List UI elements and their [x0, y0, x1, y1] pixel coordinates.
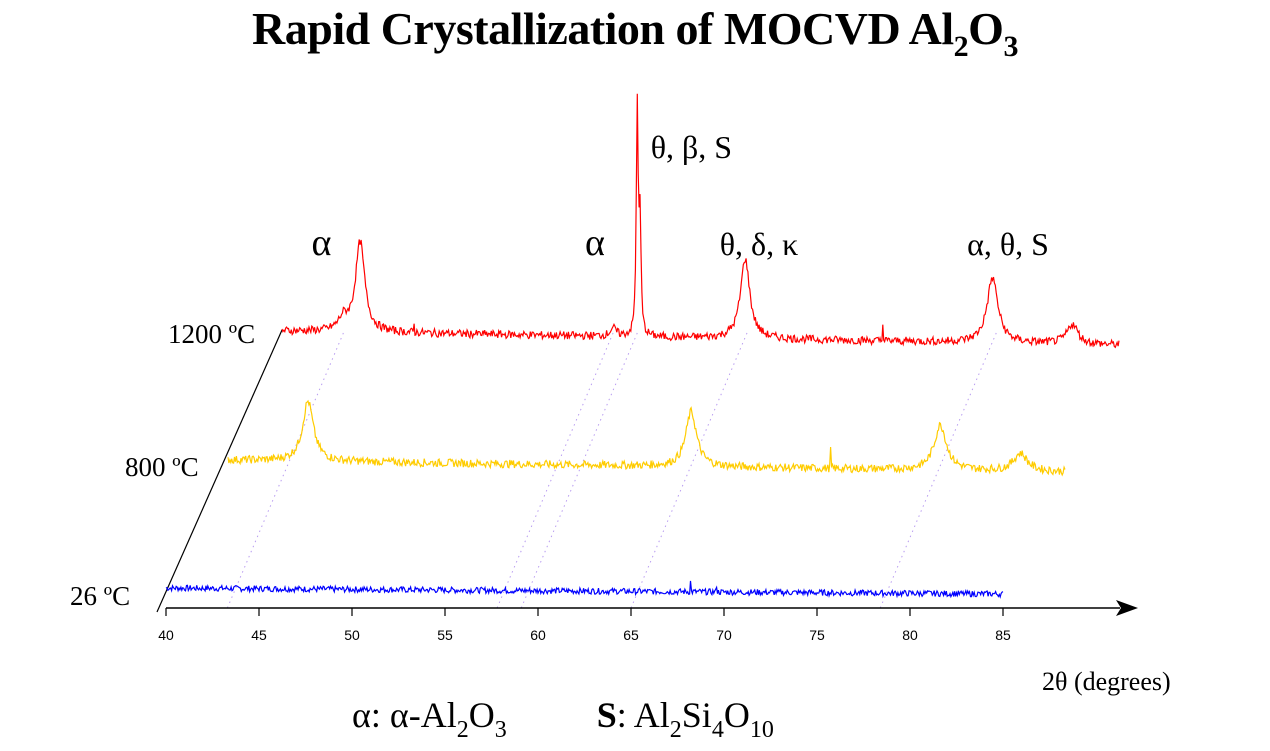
x-tick-label: 55 [437, 627, 453, 643]
peak-guide-line [879, 332, 997, 609]
peak-guide-line [226, 332, 344, 609]
legend-s-definition: : Al [616, 695, 670, 735]
x-tick-label: 65 [623, 627, 639, 643]
series-line-800c [227, 399, 1066, 477]
legend-subscript: 2 [456, 717, 469, 743]
x-tick-label: 75 [809, 627, 825, 643]
phase-legend: α: α-Al2O3 S: Al2Si4O10 [352, 694, 774, 742]
chart-title: Rapid Crystallization of MOCVD Al2O3 [0, 2, 1270, 62]
peak-annotation: θ, δ, κ [720, 226, 799, 262]
x-axis-ticks: 40 45 50 55 60 65 70 75 80 85 [158, 608, 1011, 643]
series-line-1200c [281, 93, 1120, 349]
legend-alpha-definition: : α-Al [370, 695, 457, 735]
title-text: Rapid Crystallization of MOCVD Al [252, 3, 954, 54]
peak-annotations: α α θ, β, S θ, δ, κ α, θ, S [312, 129, 1049, 264]
peak-annotation: α [312, 222, 332, 264]
legend-subscript: 2 [669, 717, 682, 743]
x-tick-label: 45 [251, 627, 267, 643]
series-line-26c [165, 580, 1004, 599]
peak-guide-line [520, 332, 638, 609]
peak-annotation: θ, β, S [651, 129, 732, 165]
title-text: O [968, 3, 1004, 54]
x-tick-label: 50 [344, 627, 360, 643]
legend-text: Si [681, 695, 712, 735]
legend-subscript: 3 [494, 717, 507, 743]
legend-subscript: 10 [749, 717, 774, 743]
series-label: 800 ºC [125, 452, 199, 482]
title-subscript: 2 [953, 30, 969, 63]
x-tick-label: 60 [530, 627, 546, 643]
series-label: 1200 ºC [168, 319, 255, 349]
x-axis-label: 2θ (degrees) [1042, 667, 1171, 696]
series-group [165, 93, 1120, 599]
x-tick-label: 70 [716, 627, 732, 643]
series-labels: 26 ºC 800 ºC 1200 ºC [70, 319, 255, 611]
x-tick-label: 80 [902, 627, 918, 643]
x-tick-label: 85 [995, 627, 1011, 643]
peak-guide-lines [226, 332, 997, 609]
peak-guide-line [496, 332, 614, 609]
peak-annotation: α, θ, S [967, 226, 1049, 262]
legend-subscript: 4 [711, 717, 724, 743]
legend-text: O [468, 695, 495, 735]
x-axis-arrow-icon [1116, 600, 1138, 616]
title-subscript: 3 [1003, 30, 1018, 63]
series-label: 26 ºC [70, 581, 130, 611]
legend-s-symbol: S [596, 695, 617, 735]
legend-alpha-symbol: α [352, 695, 371, 735]
peak-annotation: α [585, 222, 605, 264]
depth-axis-line [156, 329, 283, 613]
legend-text: O [723, 695, 750, 735]
x-tick-label: 40 [158, 627, 174, 643]
peak-guide-line [630, 332, 748, 609]
